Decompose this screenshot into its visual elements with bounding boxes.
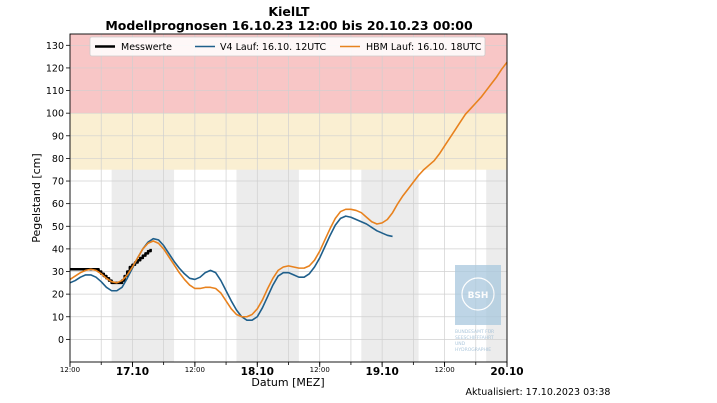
y-tick-label: 50 [52, 222, 64, 233]
updated-timestamp: Aktualisiert: 17.10.2023 03:38 [466, 387, 611, 398]
chart-title: KielLT [268, 4, 310, 19]
bsh-line-1: BUNDESAMT FÜR [455, 328, 494, 335]
x-tick-label: 12:00 [185, 366, 205, 374]
x-tick-label: 12:00 [310, 366, 330, 374]
y-tick-label: 70 [52, 177, 64, 188]
y-axis-label: Pegelstand [cm] [30, 153, 43, 242]
plot-area: 0 10 20 30 40 50 60 70 80 90 100 110 120 130 12:00 17.1… [46, 34, 524, 378]
x-tick-label: 20.10 [490, 366, 523, 378]
y-tick-label: 110 [46, 86, 64, 97]
y-tick-label: 130 [46, 41, 64, 52]
y-tick-label: 120 [46, 63, 64, 74]
y-tick-label: 20 [52, 290, 64, 301]
y-tick-label: 100 [46, 109, 64, 120]
legend-label-v4: V4 Lauf: 16.10. 12UTC [220, 42, 326, 53]
x-axis-label: Datum [MEZ] [251, 376, 324, 389]
legend-label-messwerte: Messwerte [121, 42, 172, 53]
bsh-line-4: HYDROGRAPHIE [455, 347, 491, 353]
bsh-logo-text: BSH [468, 291, 489, 301]
x-tick-label: 12:00 [60, 366, 80, 374]
chart-subtitle: Modellprognosen 16.10.23 12:00 bis 20.10… [105, 18, 473, 33]
y-tick-label: 30 [52, 267, 64, 278]
y-tick-label: 40 [52, 244, 64, 255]
x-tick-label: 19.10 [366, 366, 399, 378]
legend-label-hbm: HBM Lauf: 16.10. 18UTC [366, 42, 482, 53]
y-tick-label: 60 [52, 199, 64, 210]
x-tick-label: 17.10 [116, 366, 149, 378]
legend: Messwerte V4 Lauf: 16.10. 12UTC HBM Lauf… [90, 37, 485, 56]
y-tick-label: 80 [52, 154, 64, 165]
y-tick-label: 0 [58, 335, 64, 346]
y-tick-label: 10 [52, 312, 64, 323]
bsh-line-3: UND [455, 341, 466, 347]
y-tick-label: 90 [52, 131, 64, 142]
bsh-line-2: SEESCHIFFFAHRT [455, 335, 494, 341]
x-tick-label: 12:00 [434, 366, 454, 374]
